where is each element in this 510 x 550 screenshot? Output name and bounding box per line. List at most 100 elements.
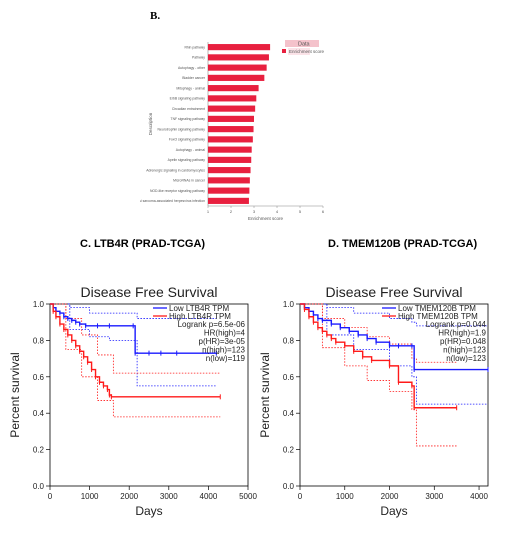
- legend-box-score: [288, 48, 310, 55]
- plot-frame: [49, 303, 249, 487]
- panel-d-title: D. TMEM120B (PRAD-TCGA): [328, 238, 478, 250]
- y-tick-label: 0.0: [33, 482, 45, 491]
- y-tick-label: 0.4: [33, 409, 45, 418]
- stat-line: Logrank p=6.5e-06: [178, 320, 246, 329]
- bar: [208, 167, 251, 174]
- stat-line: HR(high)=4: [204, 329, 246, 338]
- panel-b-letter: B.: [150, 10, 161, 22]
- stat-line: Logrank p=0.044: [426, 320, 487, 329]
- x-axis-label: Enrichment score: [248, 216, 284, 221]
- survival-chart-ltb4r: Disease Free Survival 0.0 0.2 0.4 0.6 0.8 1.0 0…: [8, 284, 257, 518]
- y-tick-label: 1.0: [283, 300, 295, 309]
- x-tick-label: 1000: [81, 492, 99, 501]
- panel-c-title: C. LTB4R (PRAD-TCGA): [80, 238, 206, 250]
- bar: [208, 44, 271, 51]
- category-label: MicroRNAs in cancer: [173, 179, 206, 183]
- legend-score-label: Enrichment score: [289, 49, 325, 54]
- x-tick-label: 2000: [120, 492, 138, 501]
- category-label: Rhin pathway: [184, 45, 205, 49]
- category-label: Autophagy - animal: [176, 148, 205, 152]
- y-axis-label: Percent survival: [8, 352, 22, 437]
- y-tick-label: 0.8: [283, 336, 295, 345]
- y-tick-label: 0.0: [283, 482, 295, 491]
- x-axis-label: Days: [380, 504, 407, 518]
- ci-lower-line: [50, 303, 221, 418]
- x-tick-label: 4: [276, 209, 279, 214]
- x-tick-label: 4000: [200, 492, 218, 501]
- bar: [208, 136, 253, 143]
- category-label: ErbB signaling pathway: [170, 97, 206, 101]
- bar: [208, 187, 250, 194]
- category-label: Mitophagy - animal: [176, 86, 205, 90]
- stat-line: p(HR)=0.048: [440, 337, 487, 346]
- y-tick-label: 0.2: [283, 446, 295, 455]
- survival-chart-tmem120b: Disease Free Survival 0.0 0.2 0.4 0.6 0.8 1.0 0…: [258, 284, 489, 518]
- bar: [208, 85, 259, 92]
- y-tick-label: 1.0: [33, 300, 45, 309]
- bar: [208, 156, 252, 163]
- bar: [208, 126, 254, 133]
- bar: [208, 105, 256, 112]
- bar: [208, 74, 265, 81]
- stat-line: n(low)=123: [446, 354, 486, 363]
- bar: [208, 146, 252, 153]
- category-label: Pathway: [192, 56, 205, 60]
- y-axis-label: Description: [148, 112, 153, 135]
- legend-low-label: Low LTB4R TPM: [169, 304, 230, 313]
- x-tick-label: 4000: [470, 492, 488, 501]
- stat-line: n(low)=119: [206, 354, 246, 363]
- ci-upper-line: [300, 303, 488, 327]
- x-tick-label: 5: [299, 209, 302, 214]
- x-tick-label: 3000: [425, 492, 443, 501]
- category-label: Neurotrophin signaling pathway: [158, 127, 206, 131]
- y-tick-label: 0.8: [33, 336, 45, 345]
- plot-frame: [299, 303, 489, 487]
- y-tick-label: 0.6: [283, 373, 295, 382]
- category-label: Autophagy - other: [178, 66, 206, 70]
- x-tick-label: 3000: [160, 492, 178, 501]
- legend-low-label: Low TMEM120B TPM: [398, 304, 476, 313]
- plot-title: Disease Free Survival: [326, 284, 463, 300]
- stat-line: n(high)=123: [443, 346, 486, 355]
- x-tick-label: 2000: [381, 492, 399, 501]
- plot-title: Disease Free Survival: [81, 284, 218, 300]
- bar: [208, 197, 249, 204]
- bar: [208, 64, 267, 71]
- x-axis-label: Days: [135, 504, 162, 518]
- category-label: Kaposi sarcoma-associated herpesvirus in…: [140, 199, 205, 203]
- category-label: Circadian entrainment: [172, 107, 205, 111]
- x-tick-label: 0: [298, 492, 303, 501]
- legend-data-label: Data: [298, 42, 311, 48]
- x-tick-label: 0: [48, 492, 53, 501]
- bar: [208, 54, 269, 61]
- y-axis-label: Percent survival: [258, 352, 272, 437]
- stat-line: p(HR)=3e-05: [199, 337, 246, 346]
- category-label: NOD-like receptor signaling pathway: [150, 189, 205, 193]
- ci-lower-line: [50, 303, 217, 387]
- x-tick-label: 5000: [239, 492, 257, 501]
- bar: [208, 177, 250, 184]
- x-tick-label: 6: [322, 209, 325, 214]
- ci-lower-line: [300, 303, 457, 447]
- bar: [208, 115, 254, 122]
- x-tick-label: 1: [207, 209, 210, 214]
- legend-high-label: High LTB4R TPM: [169, 312, 231, 321]
- legend-box-data: [285, 40, 319, 47]
- category-label: FoxO signaling pathway: [169, 138, 205, 142]
- x-tick-label: 3: [253, 209, 256, 214]
- stat-line: n(high)=123: [202, 346, 245, 355]
- bar: [208, 95, 257, 102]
- y-tick-label: 0.2: [33, 446, 45, 455]
- enrichment-bar-chart: Rhin pathway Pathway Autophagy - other Blad…: [140, 40, 325, 221]
- stat-line: HR(high)=1.9: [438, 329, 486, 338]
- category-label: TNF signaling pathway: [171, 117, 206, 121]
- legend-high-label: High TMEM120B TPM: [398, 312, 478, 321]
- x-tick-label: 1000: [336, 492, 354, 501]
- category-label: Bladder cancer: [182, 76, 206, 80]
- y-tick-label: 0.6: [33, 373, 45, 382]
- y-tick-label: 0.4: [283, 409, 295, 418]
- legend-swatch: [282, 49, 286, 53]
- ci-upper-line: [300, 303, 457, 363]
- ci-upper-line: [50, 303, 221, 374]
- survival-curve: [300, 303, 488, 371]
